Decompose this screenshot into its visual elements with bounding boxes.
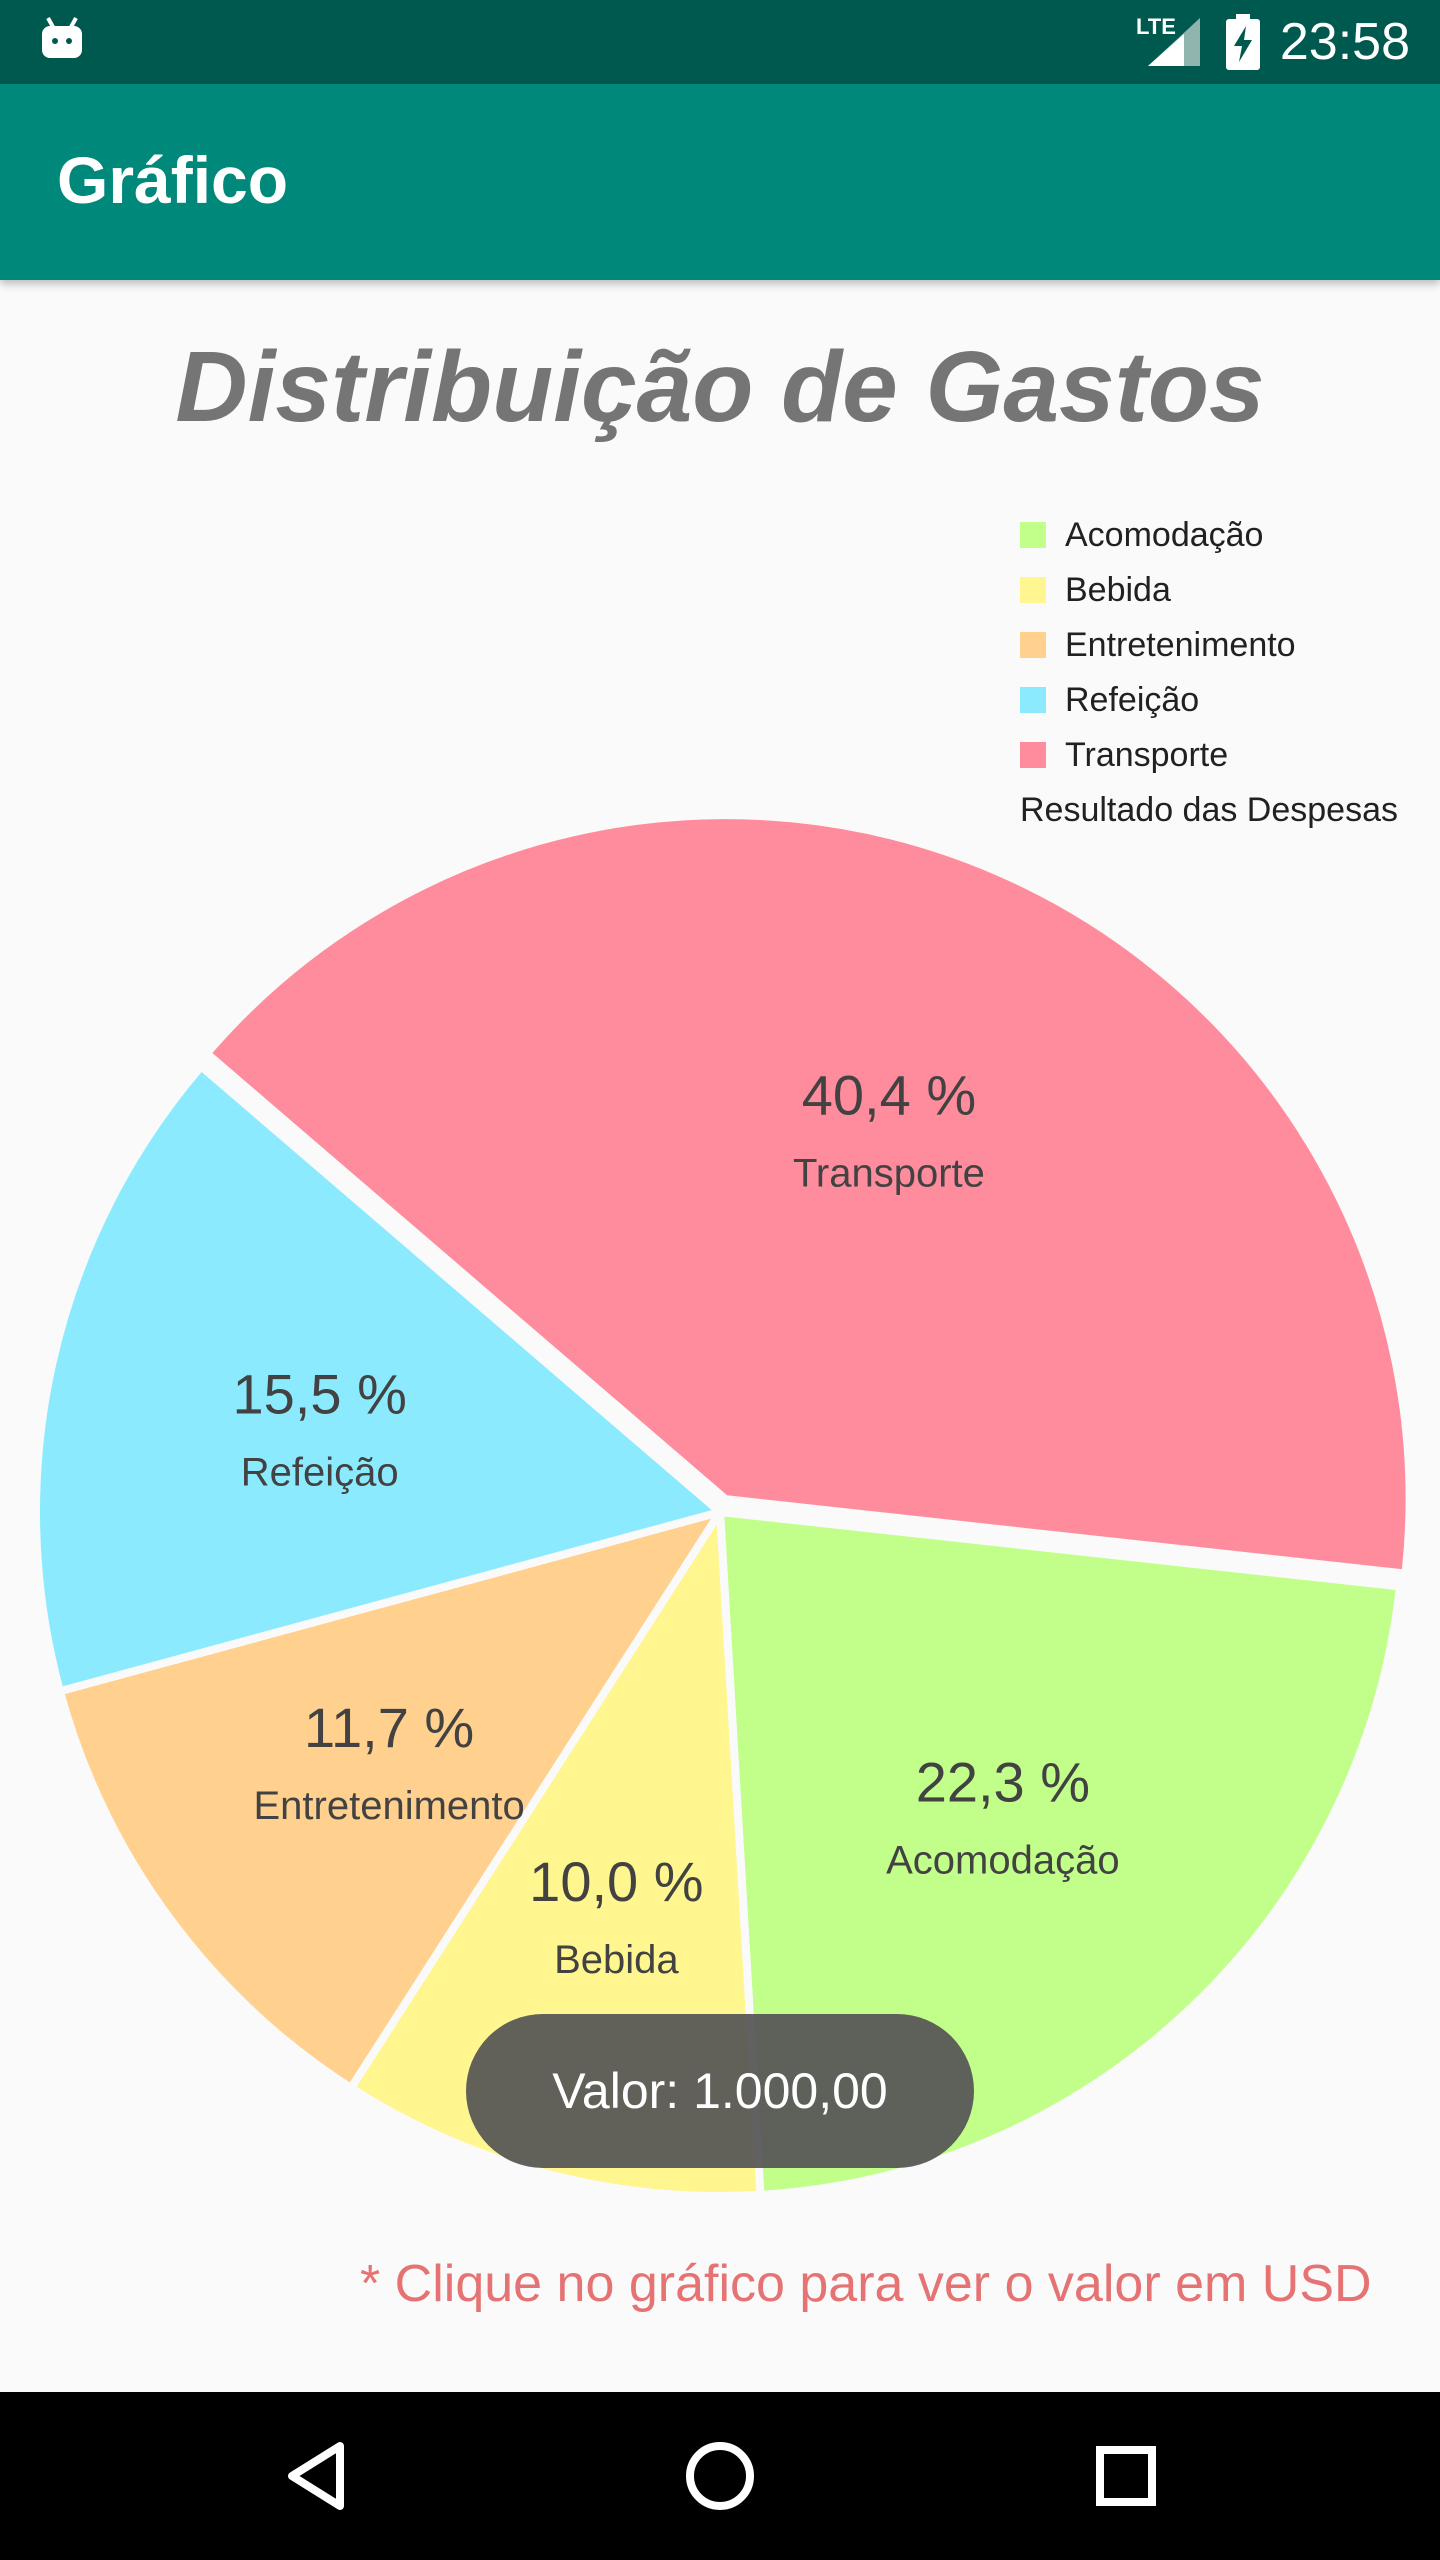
signal-icon bbox=[1148, 18, 1200, 66]
slice-value-label: 11,7 % bbox=[304, 1696, 474, 1759]
slice-value-label: 40,4 % bbox=[802, 1064, 976, 1127]
legend-label: Refeição bbox=[1065, 681, 1199, 719]
slice-value-label: 10,0 % bbox=[529, 1850, 703, 1913]
legend-swatch bbox=[1020, 742, 1046, 768]
pie-slice-refeicao[interactable] bbox=[32, 1060, 729, 1697]
slice-category-label: Refeição bbox=[241, 1451, 399, 1495]
value-toast: Valor: 1.000,00 bbox=[466, 2014, 974, 2168]
pie-slice-transporte[interactable] bbox=[201, 811, 1414, 1579]
legend-swatch bbox=[1020, 577, 1046, 603]
android-debug-icon bbox=[42, 17, 82, 58]
battery-charging-icon bbox=[1226, 14, 1260, 70]
network-label: LTE bbox=[1136, 14, 1176, 39]
app-bar: Gráfico bbox=[0, 84, 1440, 280]
legend-label: Bebida bbox=[1065, 571, 1171, 609]
legend-label: Entretenimento bbox=[1065, 626, 1296, 664]
status-bar: LTE 23:58 bbox=[0, 0, 1440, 84]
slice-category-label: Transporte bbox=[793, 1152, 985, 1196]
legend-swatch bbox=[1020, 522, 1046, 548]
slice-value-label: 15,5 % bbox=[233, 1363, 407, 1426]
slice-category-label: Acomodação bbox=[886, 1838, 1119, 1882]
back-icon[interactable] bbox=[278, 2436, 358, 2516]
slice-category-label: Entretenimento bbox=[253, 1784, 524, 1828]
navigation-bar bbox=[0, 2392, 1440, 2560]
slice-category-label: Bebida bbox=[554, 1938, 679, 1982]
pie-slice-entretenimento[interactable] bbox=[54, 1505, 729, 2094]
legend-label: Acomodação bbox=[1065, 516, 1263, 554]
home-icon[interactable] bbox=[680, 2436, 760, 2516]
legend-title: Resultado das Despesas bbox=[1020, 791, 1398, 829]
footnote-hint: * Clique no gráfico para ver o valor em … bbox=[360, 2255, 1372, 2313]
chart-title: Distribuição de Gastos bbox=[175, 331, 1265, 443]
legend-swatch bbox=[1020, 687, 1046, 713]
recents-icon[interactable] bbox=[1086, 2436, 1166, 2516]
slice-value-label: 22,3 % bbox=[916, 1750, 1090, 1813]
legend-label: Transporte bbox=[1065, 736, 1228, 774]
app-title: Gráfico bbox=[57, 143, 289, 217]
legend-swatch bbox=[1020, 632, 1046, 658]
status-clock: 23:58 bbox=[1279, 13, 1410, 71]
